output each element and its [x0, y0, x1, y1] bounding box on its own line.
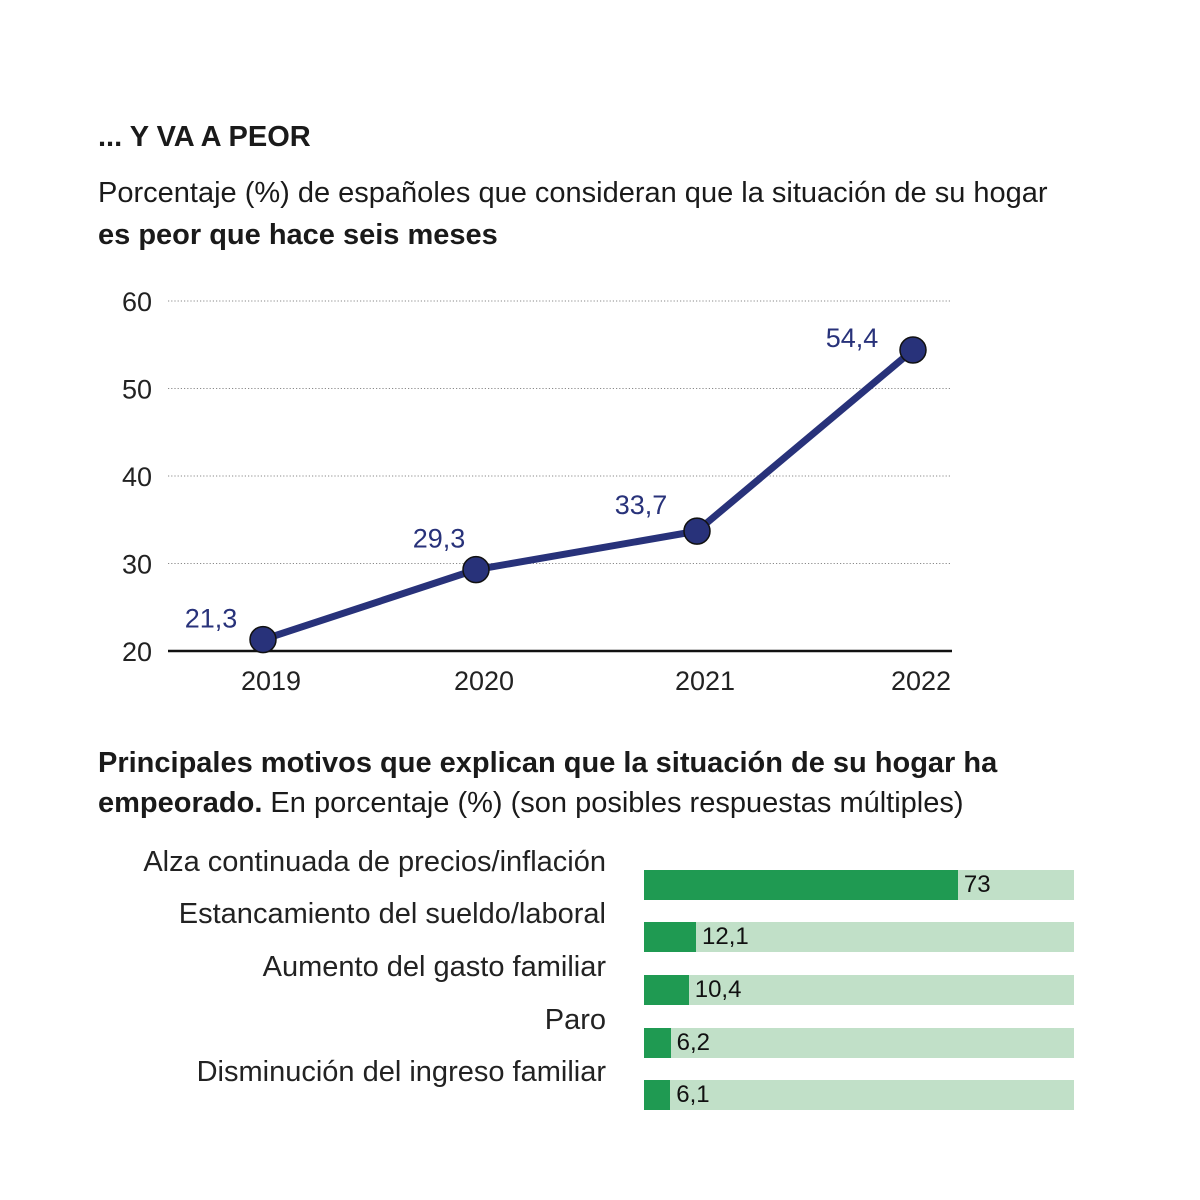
- bar-row: Disminución del ingreso familiar 6,1: [0, 1056, 1200, 1110]
- y-tick-label: 60: [122, 287, 152, 317]
- y-tick-label: 20: [122, 637, 152, 667]
- bar-track: 10,4: [644, 975, 1074, 1005]
- bar-category-label: Disminución del ingreso familiar: [196, 1056, 606, 1088]
- x-tick-label: 2020: [454, 666, 514, 696]
- series-line: [259, 346, 917, 644]
- bar: [644, 922, 697, 952]
- x-tick-label: 2019: [241, 666, 301, 696]
- bar-value-label: 73: [963, 871, 991, 898]
- bars-title: Principales motivos que explican que la …: [98, 743, 1158, 823]
- bars-title-bold: Principales motivos que explican que la …: [98, 747, 998, 819]
- bar-track: 6,1: [644, 1080, 1074, 1110]
- bar-category-label: Aumento del gasto familiar: [262, 951, 606, 983]
- bar-category-label: Estancamiento del sueldo/laboral: [178, 898, 606, 930]
- bars-title-normal: En porcentaje (%) (son posibles respuest…: [262, 787, 964, 819]
- data-label: 33,7: [615, 490, 668, 520]
- bar-category-label: Alza continuada de precios/inflación: [143, 846, 606, 878]
- chart-subtitle: Porcentaje (%) de españoles que consider…: [98, 172, 1158, 256]
- data-point: [462, 555, 490, 584]
- subtitle-bold-text: es peor que hace seis meses: [98, 219, 498, 251]
- bar: [644, 1028, 671, 1058]
- bar: [644, 975, 689, 1005]
- bar-row: Estancamiento del sueldo/laboral 12,1: [0, 898, 1200, 952]
- x-tick-label: 2021: [675, 666, 735, 696]
- bar-row: Aumento del gasto familiar 10,4: [0, 951, 1200, 1005]
- y-tick-label: 50: [122, 375, 152, 405]
- bar-category-label: Paro: [544, 1004, 606, 1036]
- bar-value-label: 6,2: [676, 1029, 711, 1056]
- line-chart: 20 30 40 50 60 2019 2020 2021 2022 21,3 29,3 33,7 54…: [122, 287, 952, 696]
- y-tick-label: 40: [122, 462, 152, 492]
- bar-track: 6,2: [644, 1028, 1074, 1058]
- bar: [644, 1080, 671, 1110]
- data-label: 29,3: [413, 524, 466, 554]
- y-tick-label: 30: [122, 550, 152, 580]
- data-point: [899, 336, 927, 364]
- chart-title: ... Y VA A PEOR: [98, 121, 311, 153]
- bar-row: Paro 6,2: [0, 1004, 1200, 1058]
- subtitle-text: Porcentaje (%) de españoles que consider…: [98, 177, 1048, 209]
- bar-track: 73: [644, 870, 1074, 900]
- x-tick-label: 2022: [891, 666, 951, 696]
- bar-value-label: 10,4: [694, 976, 742, 1003]
- bar: [644, 870, 958, 900]
- data-label: 54,4: [826, 323, 879, 353]
- data-point: [249, 625, 277, 654]
- bar-track: 12,1: [644, 922, 1074, 952]
- bar-value-label: 12,1: [702, 923, 749, 950]
- bar-row: Alza continuada de precios/inflación 73: [0, 846, 1200, 900]
- bar-value-label: 6,1: [676, 1081, 710, 1108]
- data-point: [683, 517, 711, 545]
- data-label: 21,3: [185, 604, 238, 634]
